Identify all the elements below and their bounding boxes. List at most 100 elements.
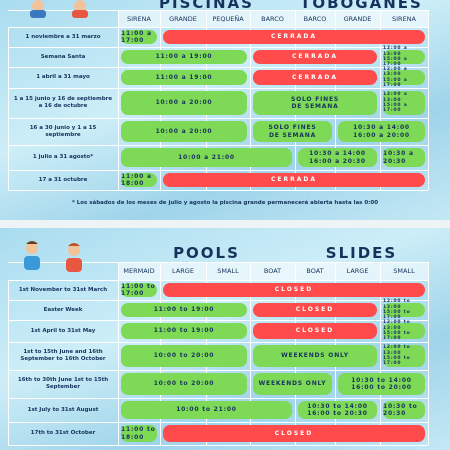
cell-text: 10:00 to 20:00 — [153, 380, 215, 388]
column-header: GRANDE — [335, 10, 380, 27]
row-label: 16 a 30 junio y 1 a 15 septiembre — [29, 124, 97, 138]
cell-text: 16:00 to 20:00 — [351, 384, 412, 391]
icons-top — [30, 0, 88, 18]
column-header: SMALL — [380, 262, 428, 280]
cell-text: CLOSED — [295, 327, 335, 335]
schedule-cell: CERRADA — [163, 173, 425, 187]
grid-line — [8, 27, 428, 28]
row-label: 16th to 30th June 1st to 15th September — [17, 377, 109, 390]
column-header: BARCO — [250, 10, 295, 27]
row-label: 1st to 15th June and 16th September to 1… — [20, 349, 106, 362]
schedule-cell: 10:30 to 14:00 16:00 to 20:00 — [338, 373, 425, 395]
cell-text: 11:00 a 19:00 — [155, 73, 213, 81]
column-header: GRANDE — [160, 10, 206, 27]
cell-text: 10:00 a 20:00 — [155, 99, 213, 107]
column-header: LARGE — [160, 262, 206, 280]
row-label: 1st April to 31st May — [30, 327, 96, 334]
icons-bottom — [24, 241, 82, 272]
cell-text: 16:00 to 20:30 — [307, 410, 368, 417]
schedule-cell: SOLO FINES DE SEMANA — [253, 91, 377, 115]
row-label: 17th to 31st October — [30, 430, 96, 437]
schedule-cell: 12:00 to 13:00 15:00 to 17:00 — [383, 299, 425, 320]
schedule-cell: 10:00 a 21:00 — [121, 148, 292, 167]
schedule-cell: 10:00 to 20:00 — [121, 345, 247, 367]
column-header: SIRENA — [380, 10, 428, 27]
schedule-cell: CLOSED — [253, 323, 377, 339]
cell-text: 10:00 to 21:00 — [176, 406, 237, 414]
cell-text: 15:00 to 17:00 — [383, 331, 411, 342]
schedule-cell: CLOSED — [163, 283, 425, 297]
schedule-cell: 10:30 a 14:00 16:00 a 20:00 — [338, 121, 425, 142]
grid-line — [118, 262, 119, 445]
cell-text: 10:30 a 20:30 — [383, 150, 414, 165]
cell-text: 10:30 to 14:00 — [351, 376, 412, 384]
cell-text: 10:30 a 14:00 — [309, 150, 366, 158]
column-header: PEQUEÑA — [206, 10, 250, 27]
cell-text: 15:00 a 17:00 — [383, 57, 408, 68]
group-header: POOLS — [173, 244, 240, 262]
cell-text: 11:00 a 19:00 — [155, 53, 213, 61]
grid-line — [8, 118, 428, 119]
grid-line — [8, 342, 428, 343]
grid-line — [428, 10, 429, 190]
schedule-cell: CERRADA — [253, 50, 377, 64]
schedule-cell: 11:00 a 19:00 — [121, 50, 247, 64]
row-label: 1 a 15 junio y 16 de septiembre a 16 de … — [13, 96, 113, 109]
schedule-cell: 10:30 a 14:00 16:00 a 20:30 — [298, 148, 377, 167]
footnote: * Los sábados de los meses de julio y ag… — [71, 200, 379, 206]
schedule-cell: 11:00 to 18:00 — [121, 425, 157, 442]
schedule-cell: 10:00 a 20:00 — [121, 121, 247, 142]
schedule-cell: 12:00 a 13:00 15:00 a 17:00 — [383, 67, 425, 88]
schedule-cell: 10:30 to 14:00 16:00 to 20:30 — [298, 401, 377, 419]
cell-text: CLOSED — [274, 429, 314, 437]
grid-line — [8, 422, 428, 423]
cell-text: 16:00 a 20:00 — [353, 131, 410, 139]
column-header: LARGE — [335, 262, 380, 280]
cell-text: 10:30 to 14:00 — [307, 402, 368, 410]
grid-line — [8, 398, 428, 399]
grid-line — [8, 67, 428, 68]
cell-text: SOLO FINES — [268, 124, 317, 132]
column-header: SIRENA — [118, 10, 160, 27]
cell-text: 10:00 to 20:00 — [153, 352, 215, 360]
column-header: SMALL — [206, 262, 250, 280]
row-label: 1 noviembre a 31 marzo — [25, 33, 101, 40]
schedule-cell: WEEKENDS ONLY — [253, 345, 377, 367]
cell-text: 16:00 a 20:30 — [309, 157, 366, 165]
cell-text: 15:00 a 17:00 — [383, 77, 408, 88]
cell-text: 11:00 to 18:00 — [121, 426, 156, 441]
grid-line — [8, 190, 428, 191]
panel: PISCINAS TOBOGANES SIRENA GRANDE PEQUEÑA BARC… — [0, 0, 450, 220]
column-header: BARCO — [295, 10, 335, 27]
grid-line — [8, 170, 428, 171]
group-header: TOBOGANES — [300, 0, 423, 12]
grid-line — [8, 280, 9, 445]
schedule-cell: 10:00 to 21:00 — [121, 401, 292, 419]
schedule-cell: 12:00 a 13:00 15:00 a 17:00 — [383, 46, 425, 67]
row-label: 1 julio a 31 agosto* — [32, 154, 94, 161]
cell-text: 15:00 to 17:00 — [383, 356, 411, 367]
grid-line — [8, 262, 428, 263]
grid-line — [118, 10, 119, 190]
grid-line — [380, 10, 381, 190]
schedule-cell: CLOSED — [253, 303, 377, 317]
cell-text: 12:00 a 13:00 — [383, 92, 408, 103]
schedule-cell: 11:00 a 17:00 — [121, 30, 157, 44]
row-label: Semana Santa — [40, 53, 86, 60]
grid-line — [8, 10, 428, 11]
schedule-cell: CLOSED — [163, 425, 425, 442]
row-label: Easter Week — [43, 306, 83, 313]
schedule-cell: 10:30 to 20:30 — [383, 401, 425, 419]
schedule-cell: 10:00 to 20:00 — [121, 373, 247, 395]
row-label: 1 abril a 31 mayo — [36, 74, 90, 81]
cell-text: 10:00 a 21:00 — [178, 153, 235, 161]
grid-line — [250, 10, 251, 190]
grid-line — [250, 262, 251, 445]
column-header: BOAT — [250, 262, 295, 280]
schedule-cell: 12:00 to 13:00 15:00 to 17:00 — [383, 345, 425, 367]
cell-text: 12:00 to 13:00 — [383, 320, 411, 331]
cell-text: CERRADA — [291, 53, 338, 61]
cell-text: 11:00 a 17:00 — [121, 29, 152, 44]
cell-text: 11:00 to 17:00 — [121, 282, 156, 297]
schedule-cell: 12:00 to 13:00 15:00 to 17:00 — [383, 320, 425, 342]
